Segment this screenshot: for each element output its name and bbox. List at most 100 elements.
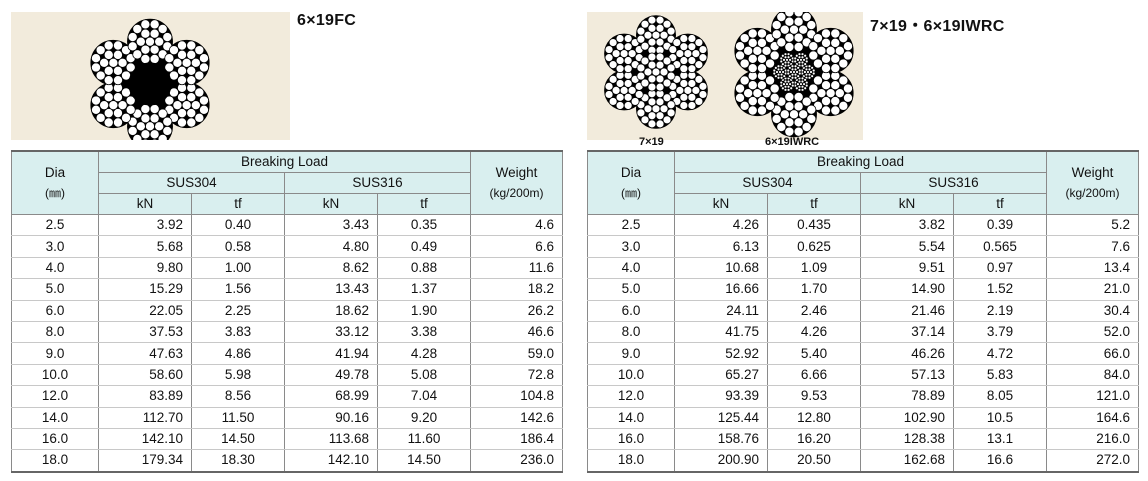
weight-cell: 6.6 xyxy=(470,235,563,258)
sus304-tf-cell: 5.40 xyxy=(767,342,861,365)
sus316-kn-cell: 33.12 xyxy=(284,321,378,344)
dia-cell: 2.5 xyxy=(11,214,99,237)
weight-cell: 11.6 xyxy=(470,257,563,280)
sus316-kn-cell: 18.62 xyxy=(284,300,378,322)
sus304-tf-cell: 0.435 xyxy=(767,214,861,237)
rope-diagram-iwrc: 7×19 6×19IWRC xyxy=(587,12,863,148)
weight-cell: 272.0 xyxy=(1046,449,1139,473)
rope-cross-section-fc-icon xyxy=(90,18,210,140)
sus316-kn-cell: 128.38 xyxy=(860,428,954,451)
sus316-tf-cell: 4.72 xyxy=(953,342,1047,365)
table-row: 8.0 37.53 3.83 33.12 3.38 46.6 xyxy=(11,321,563,344)
sus316-tf-cell: 5.83 xyxy=(953,364,1047,387)
rope-diagram-6x19fc xyxy=(11,12,290,140)
sus304-tf-cell: 2.46 xyxy=(767,300,861,322)
sus316-tf-cell: 9.20 xyxy=(377,407,471,429)
sus304-kn-cell: 65.27 xyxy=(674,364,768,387)
weight-header: Weight (kg/200m) xyxy=(1046,150,1139,215)
sus304-kn-cell: 93.39 xyxy=(674,385,768,408)
dia-cell: 14.0 xyxy=(587,407,675,429)
sus304-tf-cell: 16.20 xyxy=(767,428,861,451)
sus316-tf-cell: 1.37 xyxy=(377,278,471,301)
sus304-kn-cell: 15.29 xyxy=(98,278,192,301)
sus304-tf-cell: 8.56 xyxy=(191,385,285,408)
sus304-kn-cell: 83.89 xyxy=(98,385,192,408)
sus316-kn-cell: 57.13 xyxy=(860,364,954,387)
dia-cell: 10.0 xyxy=(11,364,99,387)
sus316-kn-cell: 142.10 xyxy=(284,449,378,473)
sus316-kn-cell: 14.90 xyxy=(860,278,954,301)
sus304-kn-cell: 37.53 xyxy=(98,321,192,344)
sus304-tf-cell: 0.40 xyxy=(191,214,285,237)
weight-cell: 236.0 xyxy=(470,449,563,473)
tf-header: tf xyxy=(191,193,285,215)
sus316-tf-cell: 0.49 xyxy=(377,235,471,258)
table-row: 2.5 3.92 0.40 3.43 0.35 4.6 xyxy=(11,214,563,237)
weight-cell: 121.0 xyxy=(1046,385,1139,408)
weight-cell: 4.6 xyxy=(470,214,563,237)
table-row: 16.0 142.10 14.50 113.68 11.60 186.4 xyxy=(11,428,563,451)
sus304-tf-cell: 1.56 xyxy=(191,278,285,301)
dia-header: Dia (㎜) xyxy=(11,150,99,215)
sus316-tf-cell: 7.04 xyxy=(377,385,471,408)
weight-cell: 18.2 xyxy=(470,278,563,301)
sus316-kn-cell: 46.26 xyxy=(860,342,954,365)
sus304-kn-cell: 16.66 xyxy=(674,278,768,301)
weight-cell: 21.0 xyxy=(1046,278,1139,301)
sus304-tf-cell: 20.50 xyxy=(767,449,861,473)
kn-header: kN xyxy=(98,193,192,215)
sus316-kn-cell: 9.51 xyxy=(860,257,954,280)
table-row: 12.0 93.39 9.53 78.89 8.05 121.0 xyxy=(587,385,1139,408)
dia-cell: 18.0 xyxy=(587,449,675,473)
sus316-tf-cell: 0.97 xyxy=(953,257,1047,280)
dia-cell: 4.0 xyxy=(587,257,675,280)
table-row: 3.0 5.68 0.58 4.80 0.49 6.6 xyxy=(11,235,563,258)
sus304-kn-cell: 10.68 xyxy=(674,257,768,280)
dia-cell: 6.0 xyxy=(587,300,675,322)
breaking-load-header: Breaking Load xyxy=(674,150,1047,173)
dia-cell: 8.0 xyxy=(587,321,675,344)
sus316-tf-cell: 5.08 xyxy=(377,364,471,387)
dia-cell: 14.0 xyxy=(11,407,99,429)
table-row: 4.0 9.80 1.00 8.62 0.88 11.6 xyxy=(11,257,563,280)
sus304-tf-cell: 12.80 xyxy=(767,407,861,429)
dia-cell: 4.0 xyxy=(11,257,99,280)
sus304-tf-cell: 1.00 xyxy=(191,257,285,280)
table-row: 10.0 58.60 5.98 49.78 5.08 72.8 xyxy=(11,364,563,387)
sus316-tf-cell: 3.38 xyxy=(377,321,471,344)
sus304-tf-cell: 4.26 xyxy=(767,321,861,344)
table-row: 8.0 41.75 4.26 37.14 3.79 52.0 xyxy=(587,321,1139,344)
sus304-kn-cell: 52.92 xyxy=(674,342,768,365)
sus304-tf-cell: 0.58 xyxy=(191,235,285,258)
sus304-kn-cell: 41.75 xyxy=(674,321,768,344)
caption-7x19: 7×19 xyxy=(639,136,664,148)
sus316-tf-cell: 8.05 xyxy=(953,385,1047,408)
table-row: 10.0 65.27 6.66 57.13 5.83 84.0 xyxy=(587,364,1139,387)
dia-cell: 10.0 xyxy=(587,364,675,387)
section-title: 6×19FC xyxy=(297,12,357,29)
dia-cell: 16.0 xyxy=(11,428,99,451)
dia-cell: 5.0 xyxy=(11,278,99,301)
weight-cell: 59.0 xyxy=(470,342,563,365)
table-row: 5.0 15.29 1.56 13.43 1.37 18.2 xyxy=(11,278,563,301)
sus304-tf-cell: 5.98 xyxy=(191,364,285,387)
sus316-kn-cell: 5.54 xyxy=(860,235,954,258)
sus316-kn-cell: 102.90 xyxy=(860,407,954,429)
dia-header: Dia (㎜) xyxy=(587,150,675,215)
sus316-tf-cell: 1.90 xyxy=(377,300,471,322)
sus316-tf-cell: 4.28 xyxy=(377,342,471,365)
rope-cross-section-iwrc-icon xyxy=(604,12,854,138)
tf-header: tf xyxy=(953,193,1047,215)
spec-table-iwrc: Dia (㎜) Breaking Load Weight (kg/200m) S… xyxy=(587,150,1139,473)
weight-cell: 186.4 xyxy=(470,428,563,451)
sus316-tf-cell: 0.39 xyxy=(953,214,1047,237)
dia-cell: 9.0 xyxy=(11,342,99,365)
sus316-header: SUS316 xyxy=(860,172,1047,194)
sus316-kn-cell: 13.43 xyxy=(284,278,378,301)
sus316-tf-cell: 10.5 xyxy=(953,407,1047,429)
sus316-kn-cell: 3.43 xyxy=(284,214,378,237)
table-row: 18.0 200.90 20.50 162.68 16.6 272.0 xyxy=(587,449,1139,473)
sus304-kn-cell: 125.44 xyxy=(674,407,768,429)
sus304-kn-cell: 3.92 xyxy=(98,214,192,237)
sus316-kn-cell: 162.68 xyxy=(860,449,954,473)
